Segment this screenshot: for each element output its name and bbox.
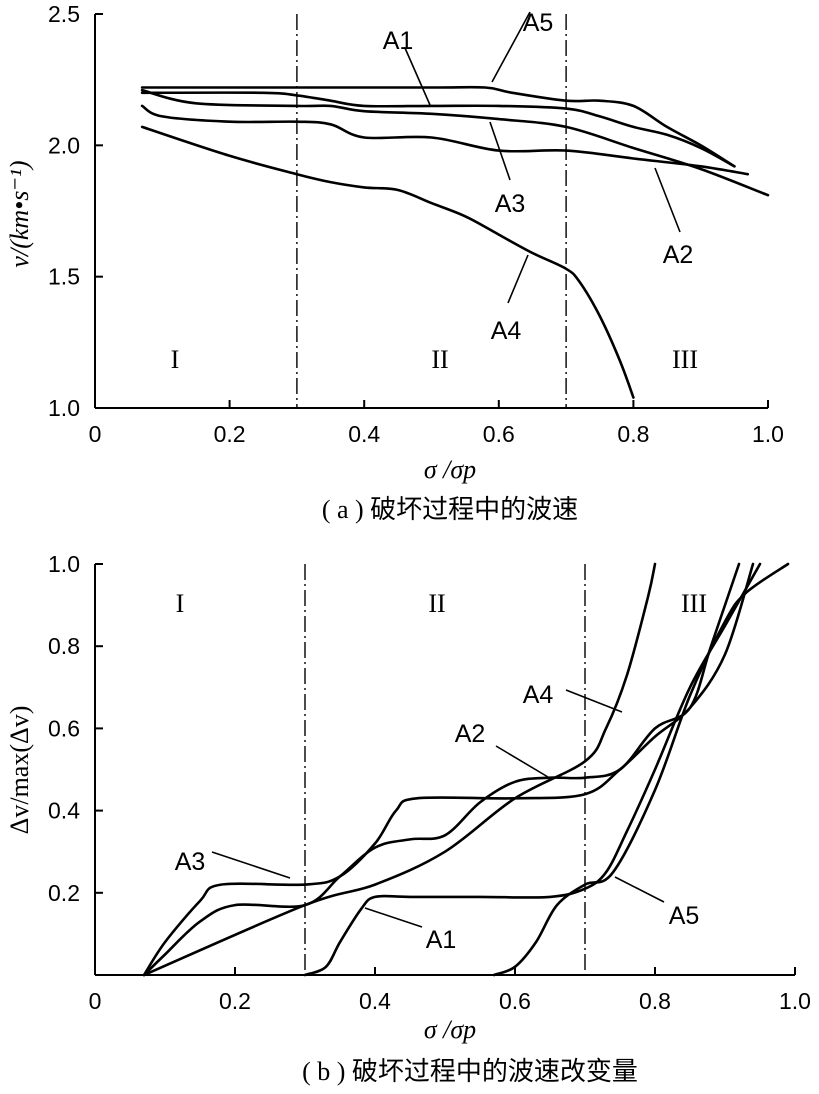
panel-a-region-label-3: III: [672, 345, 698, 374]
panel-b-axes: [94, 564, 795, 976]
panel-b-x-tick-label: 0: [89, 988, 102, 1014]
panel-b-series-labels: A3 A1 A4 A2 A5: [175, 681, 700, 954]
panel-a-y-tick-label: 1.0: [48, 395, 80, 421]
panel-a-series-label-a3: A3: [495, 190, 526, 218]
panel-a-leader-a3: [489, 121, 511, 181]
panel-a-series-labels: A1 A2 A3 A4 A5: [383, 9, 694, 345]
panel-a-curve-a4: [140, 125, 635, 399]
panel-a-x-tick-label: 0.8: [617, 421, 649, 447]
panel-a-caption: ( a ) 破坏过程中的波速: [322, 495, 578, 524]
panel-a-curve-a3: [140, 104, 750, 176]
panel-b-y-tick-label: 0.8: [48, 633, 80, 659]
panel-b-series-label-a1: A1: [426, 926, 457, 954]
panel-b-y-tick-label: 0.6: [48, 715, 80, 741]
panel-a-xlabel: σ /σp: [424, 455, 476, 484]
panel-a-leader-a2: [654, 167, 681, 233]
panel-a-x-tick-label: 0: [89, 421, 102, 447]
panel-b-curve-a2: [142, 562, 741, 977]
panel-b-x-tick-label: 0.2: [219, 988, 251, 1014]
panel-b-leader-a1: [364, 907, 423, 928]
panel-a-region-labels: I II III: [171, 345, 698, 374]
panel-b-series-label-a4: A4: [523, 681, 554, 709]
panel-b-series-leaders: [211, 689, 665, 928]
panel-a-curve-a5: [140, 85, 736, 168]
panel-b-curve-a5: [492, 562, 790, 977]
panel-b-leader-a4: [565, 689, 623, 713]
panel-a-leader-a1: [404, 47, 431, 106]
panel-a-leader-a4: [507, 254, 529, 304]
panel-b-region-label-3: III: [681, 589, 707, 618]
panel-b-region-dividers: [304, 564, 586, 975]
panel-b-x-tick-label: 0.8: [639, 988, 671, 1014]
panel-a-leader-a5: [491, 11, 531, 83]
panel-b-xlabel: σ /σp: [424, 1015, 476, 1044]
panel-a-ylabel: v/(km•s⁻¹): [5, 160, 34, 267]
panel-a-series-label-a4: A4: [491, 317, 522, 345]
panel-b-x-tick-label: 0.6: [499, 988, 531, 1014]
panel-a-x-tick-label: 0.6: [483, 421, 515, 447]
panel-a-region-dividers: [296, 14, 567, 408]
panel-a-axes: [94, 14, 768, 409]
panel-b-region-label-1: I: [176, 589, 185, 618]
panel-b-curve-a4: [142, 562, 657, 977]
panel-b-ticks: 0 0.2 0.4 0.6 0.8 1.0 0.2 0.4 0.6 0.8 1.0: [48, 551, 811, 1014]
panel-a-wave-velocity-chart: 0 0.2 0.4 0.6 0.8 1.01.01.52.02.5 A1A2A3A4A5 …: [5, 1, 784, 524]
panel-b-y-tick-label: 0.4: [48, 798, 80, 824]
panel-a-series-label-a5: A5: [523, 9, 554, 37]
panel-b-leader-a2: [495, 745, 549, 778]
panel-a-y-tick-label: 2.0: [48, 132, 80, 158]
panel-a-y-tick-label: 1.5: [48, 264, 80, 290]
panel-b-region-label-2: II: [428, 589, 445, 618]
panel-a-y-tick-label: 2.5: [48, 1, 80, 27]
panel-a-x-tick-label: 1.0: [752, 421, 784, 447]
panel-a-series-label-a1: A1: [383, 27, 414, 55]
panel-b-leader-a3: [211, 851, 291, 879]
panel-b-region-labels: I II III: [176, 589, 707, 618]
panel-b-x-tick-label: 1.0: [779, 988, 811, 1014]
panel-b-wave-velocity-change-chart: 0 0.2 0.4 0.6 0.8 1.0 0.2 0.4 0.6 0.8 1.0 A3 A1 A4 A2…: [5, 551, 811, 1086]
panel-a-curve-a1: [140, 91, 736, 168]
panel-a-region-label-2: II: [431, 345, 448, 374]
panel-a-x-tick-label: 0.2: [214, 421, 246, 447]
panel-b-series-label-a2: A2: [455, 720, 486, 748]
panel-b-y-tick-label: 1.0: [48, 551, 80, 577]
panel-a-series-leaders: [404, 11, 681, 304]
panel-a-curve-a2: [140, 88, 770, 197]
panel-a-ticks: 0 0.2 0.4 0.6 0.8 1.0 1.0 1.5 2.0 2.5: [48, 1, 784, 447]
panel-a-x-tick-label: 0.4: [348, 421, 380, 447]
panel-a-series-label-a2: A2: [663, 241, 694, 269]
panel-b-ylabel: Δv/max(Δv): [5, 706, 34, 835]
panel-b-y-tick-label: 0.2: [48, 880, 80, 906]
panel-b-curve-a1: [303, 562, 762, 977]
panel-b-curve-a3: [142, 562, 755, 977]
panel-b-leader-a5: [614, 876, 665, 903]
panel-b-x-tick-label: 0.4: [359, 988, 391, 1014]
panel-b-caption: ( b ) 破坏过程中的波速改变量: [302, 1057, 638, 1086]
panel-b-series-label-a3: A3: [175, 848, 206, 876]
panel-a-region-label-1: I: [171, 345, 180, 374]
panel-b-series-label-a5: A5: [669, 902, 700, 930]
